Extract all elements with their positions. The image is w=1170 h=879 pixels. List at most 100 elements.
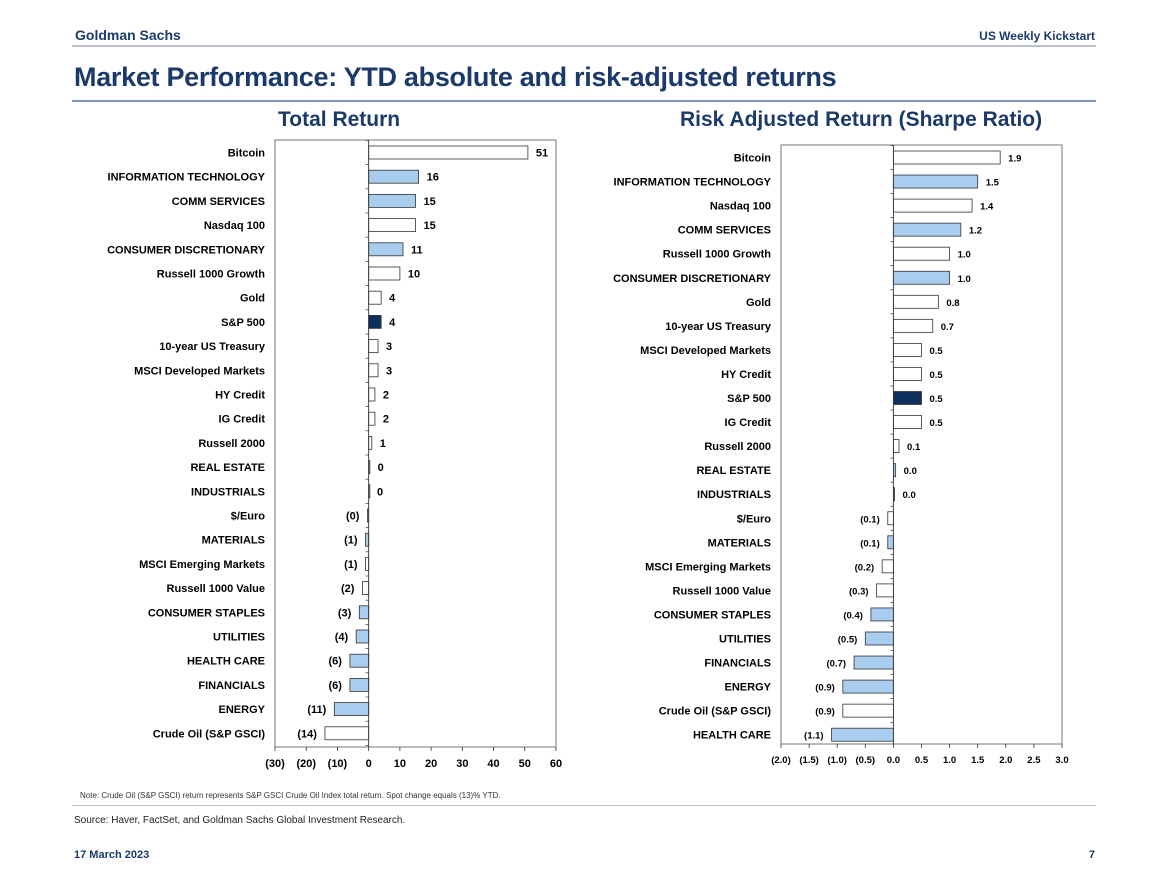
category-label: Russell 1000 Value — [673, 585, 771, 597]
data-label: 0.7 — [941, 322, 954, 333]
source-divider — [72, 805, 1096, 806]
category-label: INFORMATION TECHNOLOGY — [614, 177, 772, 189]
bar — [368, 145, 529, 160]
data-label: 1.4 — [980, 202, 994, 213]
x-tick-label: 20 — [425, 758, 437, 770]
bar — [893, 222, 962, 237]
data-label: (0.7) — [827, 659, 847, 670]
bar — [887, 511, 894, 526]
category-label: INFORMATION TECHNOLOGY — [108, 172, 266, 184]
data-label: 1.0 — [958, 250, 971, 261]
category-label: REAL ESTATE — [696, 465, 771, 477]
data-label: 1.5 — [986, 178, 1000, 189]
x-tick-label: 0.0 — [887, 755, 900, 766]
data-label: (6) — [328, 680, 342, 692]
category-label: MATERIALS — [202, 535, 265, 547]
category-label: MSCI Developed Markets — [134, 365, 265, 377]
bar — [893, 198, 973, 213]
category-label: REAL ESTATE — [190, 462, 265, 474]
data-label: 15 — [424, 220, 436, 232]
category-label: Bitcoin — [228, 148, 266, 160]
bar — [893, 174, 979, 189]
category-label: HY Credit — [721, 369, 771, 381]
data-label: 0.1 — [907, 442, 921, 453]
data-label: (1) — [344, 559, 358, 571]
category-label: MSCI Emerging Markets — [139, 559, 265, 571]
bar — [368, 266, 401, 281]
data-label: (1) — [344, 535, 358, 547]
report-date: 17 March 2023 — [74, 849, 150, 861]
category-label: Nasdaq 100 — [204, 220, 265, 232]
bar — [893, 270, 951, 285]
category-label: S&P 500 — [727, 393, 771, 405]
x-tick-label: 0.5 — [915, 755, 929, 766]
data-label: 16 — [427, 172, 439, 184]
bar — [368, 339, 379, 354]
category-label: FINANCIALS — [704, 658, 771, 670]
x-tick-label: (30) — [265, 758, 285, 770]
data-label: (2) — [341, 583, 355, 595]
data-label: (6) — [328, 656, 342, 668]
x-tick-label: (20) — [296, 758, 316, 770]
data-label: (11) — [307, 704, 326, 716]
category-label: $/Euro — [231, 511, 266, 523]
data-label: 1.2 — [969, 226, 982, 237]
category-label: COMM SERVICES — [172, 196, 265, 208]
data-label: 0.5 — [930, 370, 944, 381]
data-label: (1.1) — [804, 731, 824, 742]
category-label: Crude Oil (S&P GSCI) — [659, 706, 772, 718]
bar — [842, 679, 894, 694]
category-label: Russell 1000 Value — [167, 583, 265, 595]
data-label: 1.9 — [1008, 154, 1021, 165]
data-label: 0.0 — [903, 490, 916, 501]
bar — [893, 318, 934, 333]
data-label: 0 — [378, 462, 384, 474]
data-label: 0.8 — [946, 298, 959, 309]
bar — [368, 314, 382, 329]
data-label: 3 — [386, 365, 392, 377]
bar — [362, 581, 370, 595]
x-tick-label: (1.5) — [799, 755, 819, 766]
bar — [893, 439, 900, 454]
brand-name: Goldman Sachs — [75, 27, 181, 43]
category-label: UTILITIES — [719, 634, 771, 646]
bar — [368, 169, 420, 184]
category-label: 10-year US Treasury — [159, 341, 266, 353]
bar — [876, 583, 894, 598]
page-number: 7 — [1088, 849, 1095, 861]
data-label: 3 — [386, 341, 392, 353]
data-label: 0.5 — [930, 418, 944, 429]
category-label: CONSUMER DISCRETIONARY — [613, 273, 772, 285]
bar — [358, 605, 370, 620]
bar — [831, 727, 894, 742]
category-label: UTILITIES — [213, 632, 265, 644]
plot-frame — [274, 139, 557, 748]
category-label: INDUSTRIALS — [191, 486, 265, 498]
x-tick-label: 0 — [366, 758, 372, 770]
total-return-chart: Bitcoin 51 INFORMATION TECHNOLOGY 16 COMM SE… — [107, 139, 562, 770]
x-tick-label: 2.0 — [999, 755, 1012, 766]
bar — [864, 631, 894, 646]
x-tick-label: (0.5) — [856, 755, 876, 766]
category-label: Bitcoin — [734, 153, 772, 165]
category-label: CONSUMER DISCRETIONARY — [107, 244, 266, 256]
bar — [365, 532, 370, 547]
x-tick-label: 50 — [519, 758, 531, 770]
x-tick-label: (2.0) — [771, 755, 791, 766]
category-label: CONSUMER STAPLES — [654, 609, 771, 621]
x-tick-label: 60 — [550, 758, 562, 770]
x-tick-label: 40 — [487, 758, 499, 770]
bar — [333, 702, 370, 716]
data-label: 0 — [377, 486, 383, 498]
data-label: (0.3) — [849, 586, 869, 597]
bar — [368, 218, 416, 233]
category-label: MATERIALS — [708, 537, 771, 549]
x-tick-label: 3.0 — [1055, 755, 1068, 766]
data-label: (3) — [338, 607, 352, 619]
sharpe-ratio-chart: Bitcoin 1.9 INFORMATION TECHNOLOGY 1.5 Nasda… — [613, 144, 1069, 766]
bar — [893, 294, 939, 309]
bar — [368, 411, 376, 426]
sharpe-chart-title: Risk Adjusted Return (Sharpe Ratio) — [680, 108, 1043, 131]
bar — [853, 655, 894, 670]
